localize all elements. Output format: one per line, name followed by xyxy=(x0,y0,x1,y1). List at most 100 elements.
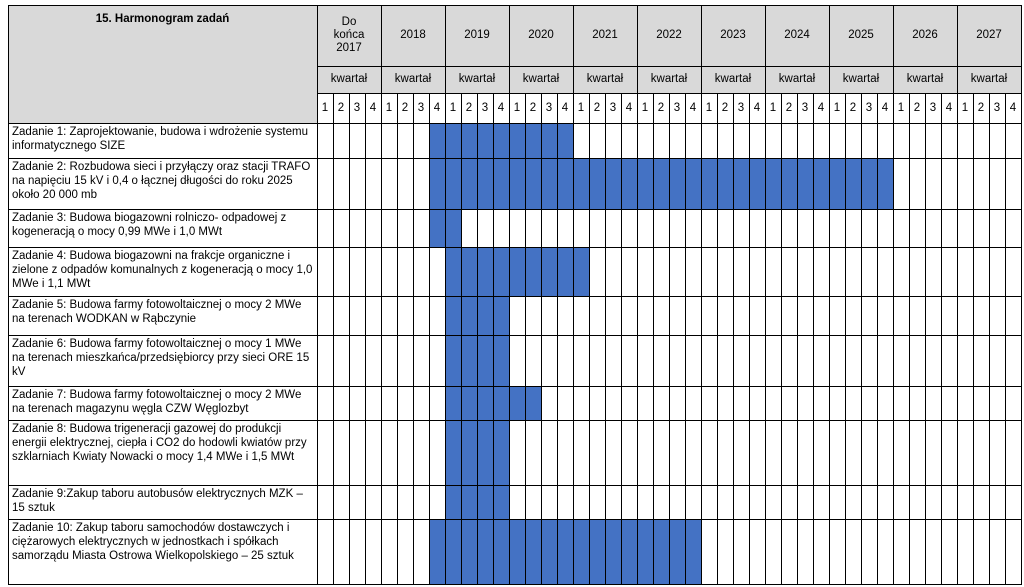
grid-line xyxy=(653,93,654,585)
quarter-number: 4 xyxy=(1009,101,1017,114)
grid-line xyxy=(413,93,414,585)
grid-line xyxy=(685,93,686,585)
quarter-number: 2 xyxy=(977,101,985,114)
quarter-number: 2 xyxy=(913,101,921,114)
quarter-number: 1 xyxy=(961,101,969,114)
grid-line xyxy=(765,5,766,585)
year-header: 2025 xyxy=(829,5,893,66)
grid-line xyxy=(973,93,974,585)
task-label: Zadanie 9:Zakup taboru autobusów elektry… xyxy=(12,488,303,514)
grid-line xyxy=(8,485,1021,486)
grid-line xyxy=(8,386,1021,387)
quarter-number: 1 xyxy=(833,101,841,114)
quarter-number: 1 xyxy=(385,101,393,114)
grid-line xyxy=(573,5,574,585)
quarter-number: 2 xyxy=(465,101,473,114)
grid-line xyxy=(989,93,990,585)
quarter-number: 3 xyxy=(993,101,1001,114)
grid-line xyxy=(8,247,1021,248)
task-label: Zadanie 3: Budowa biogazowni rolniczo- o… xyxy=(12,212,287,238)
grid-line xyxy=(909,93,910,585)
grid-line xyxy=(445,5,446,585)
task-bar xyxy=(429,519,701,584)
grid-line xyxy=(381,5,382,585)
task-label: Zadanie 2: Rozbudowa sieci i przyłączy o… xyxy=(12,161,311,201)
quarter-number: 4 xyxy=(561,101,569,114)
grid-line xyxy=(749,93,750,585)
year-header: 2019 xyxy=(445,5,509,66)
grid-line xyxy=(797,93,798,585)
grid-line xyxy=(8,5,1021,6)
quarter-number: 4 xyxy=(369,101,377,114)
quarter-number: 4 xyxy=(433,101,441,114)
grid-line xyxy=(1005,93,1006,585)
quarter-number: 3 xyxy=(609,101,617,114)
quarter-number: 1 xyxy=(769,101,777,114)
grid-line xyxy=(8,584,1021,585)
table-title: 15. Harmonogram zadań xyxy=(8,5,317,123)
grid-line xyxy=(845,93,846,585)
grid-line xyxy=(349,93,350,585)
task-label: Zadanie 7: Budowa farmy fotowoltaicznej … xyxy=(12,389,302,415)
grid-line xyxy=(813,93,814,585)
task-label: Zadanie 8: Budowa trigeneracji gazowej d… xyxy=(12,423,307,463)
grid-line xyxy=(893,5,894,585)
grid-line xyxy=(461,93,462,585)
grid-line xyxy=(877,93,878,585)
quarter-number: 3 xyxy=(865,101,873,114)
quarter-label: kwartał xyxy=(317,66,381,93)
quarter-number: 3 xyxy=(417,101,425,114)
grid-line xyxy=(941,93,942,585)
grid-line xyxy=(717,93,718,585)
quarter-number: 2 xyxy=(529,101,537,114)
quarter-number: 3 xyxy=(481,101,489,114)
grid-line xyxy=(637,5,638,585)
grid-line xyxy=(317,5,318,585)
quarter-label: kwartał xyxy=(509,66,573,93)
quarter-number: 4 xyxy=(497,101,505,114)
task-label: Zadanie 5: Budowa farmy fotowoltaicznej … xyxy=(12,299,302,325)
grid-line xyxy=(397,93,398,585)
grid-line xyxy=(8,420,1021,421)
quarter-number: 3 xyxy=(801,101,809,114)
quarter-label: kwartał xyxy=(701,66,765,93)
quarter-number: 3 xyxy=(929,101,937,114)
task-label: Zadanie 10: Zakup taboru samochodów dost… xyxy=(12,522,294,562)
quarter-label: kwartał xyxy=(765,66,829,93)
quarter-number: 1 xyxy=(321,101,329,114)
grid-line xyxy=(589,93,590,585)
quarter-number: 3 xyxy=(353,101,361,114)
quarter-label: kwartał xyxy=(893,66,957,93)
grid-line xyxy=(8,5,9,585)
grid-line xyxy=(541,93,542,585)
quarter-number: 2 xyxy=(721,101,729,114)
year-header: 2023 xyxy=(701,5,765,66)
grid-line xyxy=(317,66,1021,67)
quarter-label: kwartał xyxy=(957,66,1021,93)
grid-line xyxy=(829,5,830,585)
quarter-label: kwartał xyxy=(573,66,637,93)
year-header: 2018 xyxy=(381,5,445,66)
grid-line xyxy=(8,158,1021,159)
grid-line xyxy=(861,93,862,585)
quarter-label: kwartał xyxy=(829,66,893,93)
quarter-number: 4 xyxy=(945,101,953,114)
year-header: 2022 xyxy=(637,5,701,66)
quarter-number: 3 xyxy=(545,101,553,114)
quarter-number: 2 xyxy=(785,101,793,114)
quarter-number: 1 xyxy=(897,101,905,114)
quarter-number: 1 xyxy=(513,101,521,114)
year-header: 2026 xyxy=(893,5,957,66)
quarter-number: 1 xyxy=(577,101,585,114)
year-header: 2021 xyxy=(573,5,637,66)
grid-line xyxy=(509,5,510,585)
task-label: Zadanie 4: Budowa biogazowni na frakcje … xyxy=(12,250,313,290)
quarter-number: 2 xyxy=(849,101,857,114)
quarter-number: 2 xyxy=(401,101,409,114)
quarter-number: 1 xyxy=(705,101,713,114)
task-bar xyxy=(445,247,589,296)
quarter-number: 1 xyxy=(641,101,649,114)
quarter-number: 1 xyxy=(449,101,457,114)
grid-line xyxy=(605,93,606,585)
